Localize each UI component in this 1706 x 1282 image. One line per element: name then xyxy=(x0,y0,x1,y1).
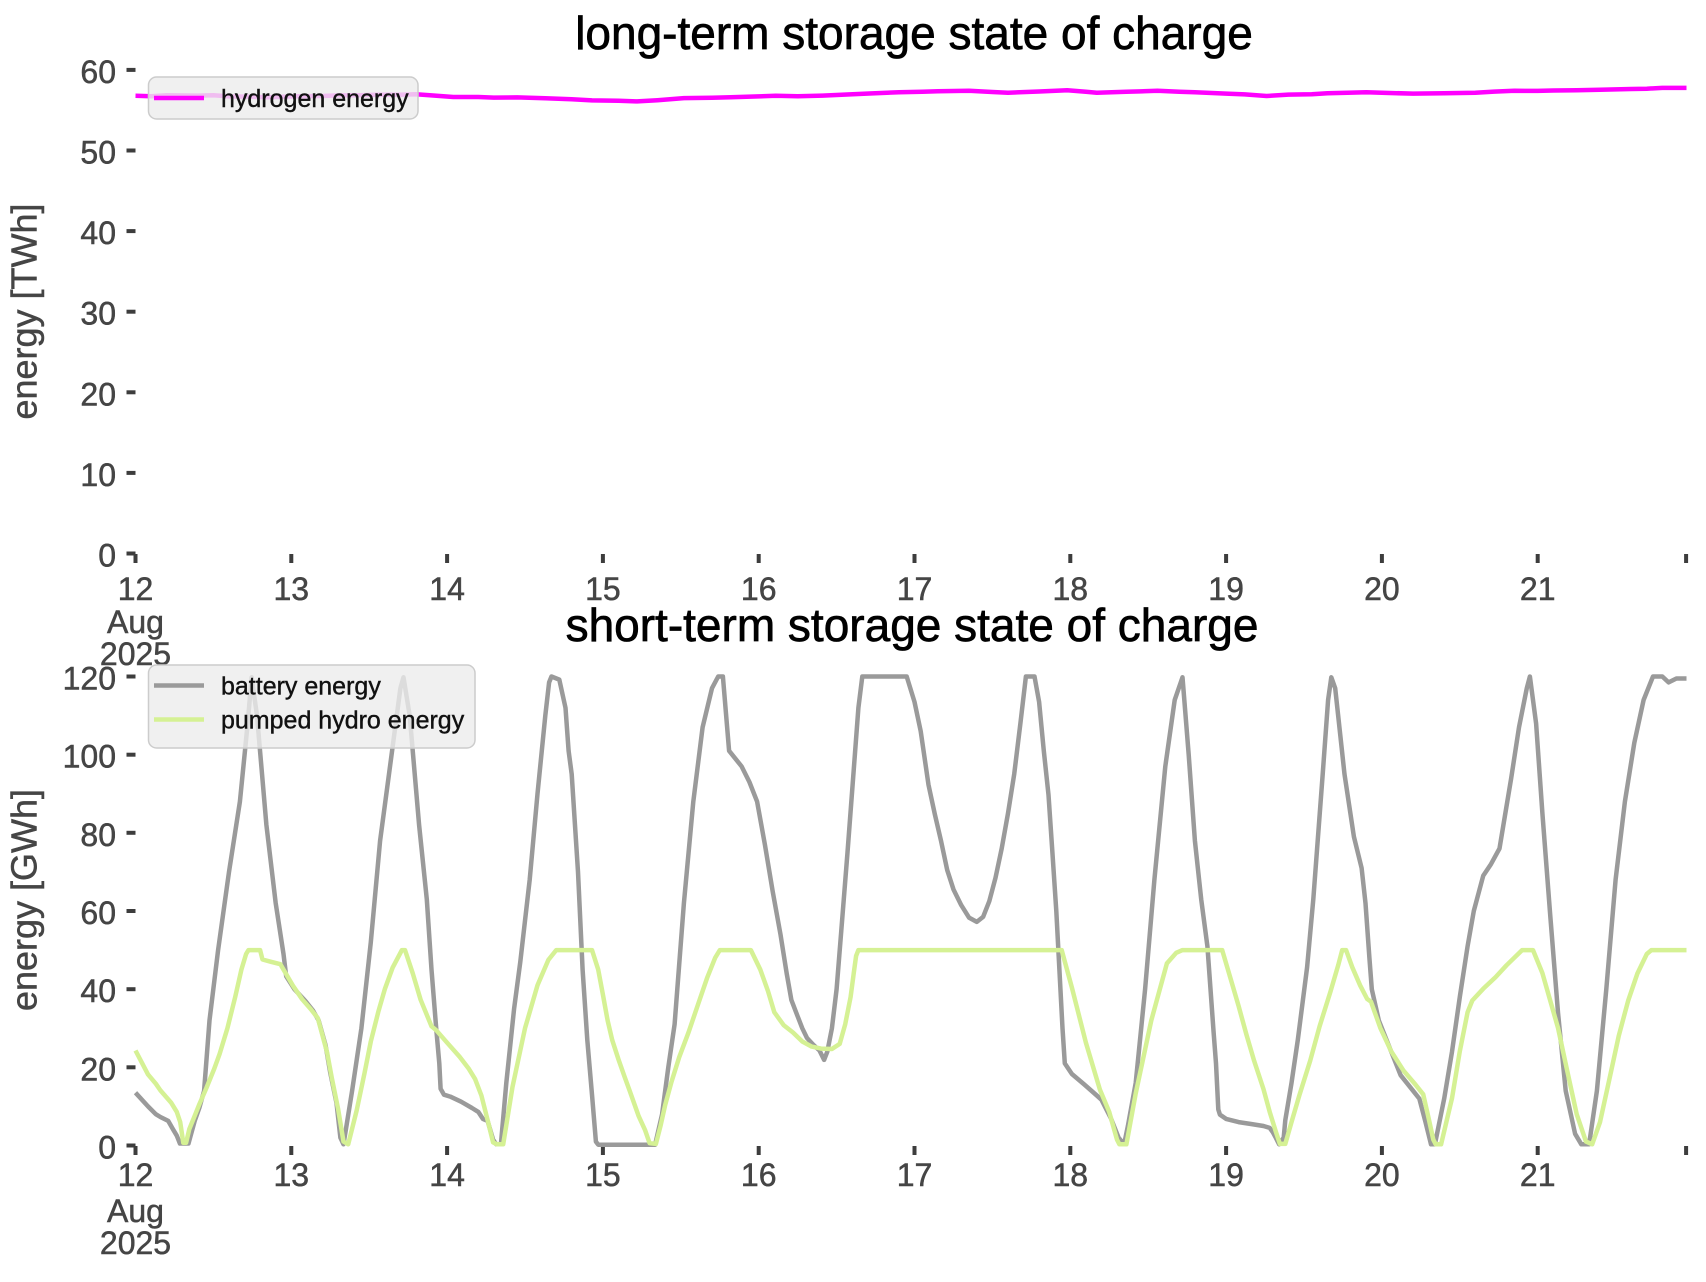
svg-text:Aug: Aug xyxy=(107,604,164,640)
svg-text:60: 60 xyxy=(80,895,116,931)
svg-text:12: 12 xyxy=(118,1157,154,1193)
svg-text:14: 14 xyxy=(429,571,465,607)
svg-text:pumped hydro energy: pumped hydro energy xyxy=(221,707,465,735)
svg-text:18: 18 xyxy=(1053,571,1089,607)
svg-text:Aug: Aug xyxy=(107,1193,164,1229)
svg-text:13: 13 xyxy=(274,571,310,607)
svg-text:battery energy: battery energy xyxy=(221,673,381,701)
svg-text:17: 17 xyxy=(897,571,933,607)
svg-text:energy [GWh]: energy [GWh] xyxy=(4,789,45,1011)
svg-text:20: 20 xyxy=(80,1051,116,1087)
svg-text:21: 21 xyxy=(1520,1157,1556,1193)
svg-text:14: 14 xyxy=(429,1157,465,1193)
svg-text:10: 10 xyxy=(80,457,116,493)
svg-text:short-term storage state of ch: short-term storage state of charge xyxy=(566,599,1259,651)
svg-text:15: 15 xyxy=(585,1157,621,1193)
svg-text:19: 19 xyxy=(1208,1157,1244,1193)
svg-text:13: 13 xyxy=(274,1157,310,1193)
svg-text:80: 80 xyxy=(80,817,116,853)
svg-text:30: 30 xyxy=(80,296,116,332)
svg-text:energy [TWh]: energy [TWh] xyxy=(4,203,45,419)
svg-text:19: 19 xyxy=(1208,571,1244,607)
svg-text:2025: 2025 xyxy=(100,1225,171,1261)
svg-text:12: 12 xyxy=(118,571,154,607)
svg-text:15: 15 xyxy=(585,571,621,607)
svg-text:20: 20 xyxy=(1364,1157,1400,1193)
svg-text:long-term storage state of cha: long-term storage state of charge xyxy=(575,7,1253,59)
svg-text:50: 50 xyxy=(80,135,116,171)
svg-text:20: 20 xyxy=(1364,571,1400,607)
svg-text:0: 0 xyxy=(98,1130,116,1166)
svg-text:20: 20 xyxy=(80,376,116,412)
svg-text:100: 100 xyxy=(63,739,116,775)
svg-text:16: 16 xyxy=(741,571,777,607)
svg-text:hydrogen energy: hydrogen energy xyxy=(221,85,409,113)
svg-text:16: 16 xyxy=(741,1157,777,1193)
svg-text:18: 18 xyxy=(1053,1157,1089,1193)
svg-text:40: 40 xyxy=(80,973,116,1009)
svg-text:120: 120 xyxy=(63,661,116,697)
svg-text:40: 40 xyxy=(80,215,116,251)
svg-text:2025: 2025 xyxy=(100,636,171,672)
svg-text:0: 0 xyxy=(98,538,116,574)
svg-text:60: 60 xyxy=(80,54,116,90)
svg-text:21: 21 xyxy=(1520,571,1556,607)
svg-text:17: 17 xyxy=(897,1157,933,1193)
